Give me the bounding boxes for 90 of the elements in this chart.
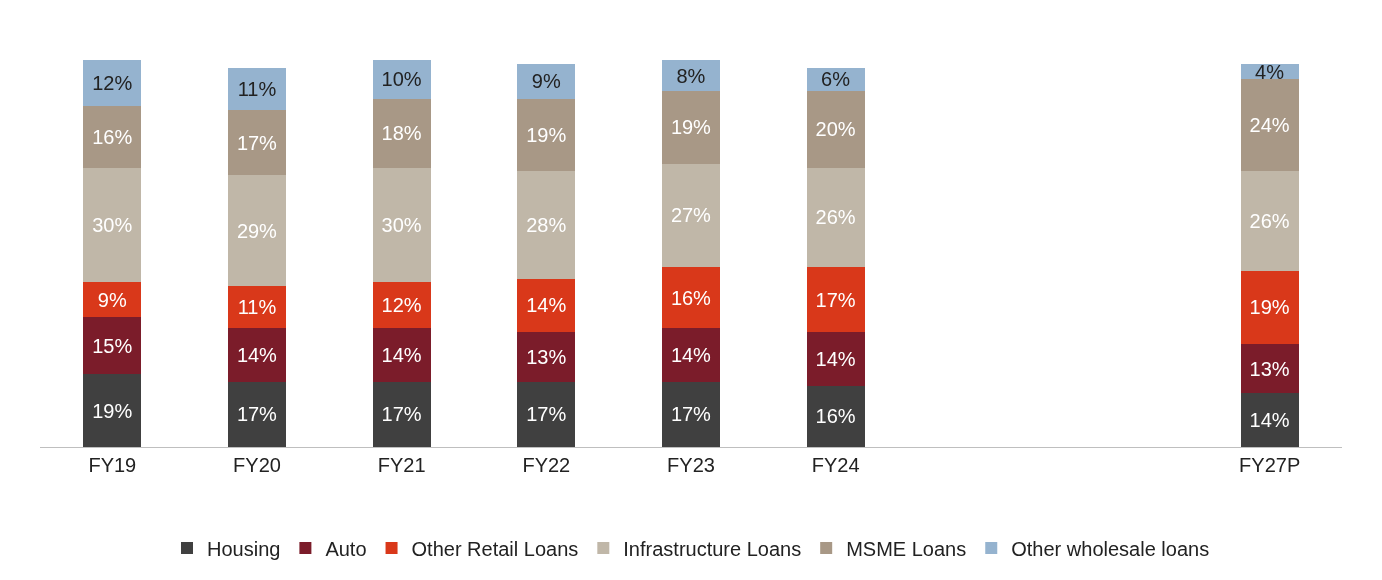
x-tick-label: FY23 bbox=[667, 454, 715, 476]
bar bbox=[83, 60, 142, 107]
data-label: 14% bbox=[526, 294, 567, 317]
bar bbox=[83, 374, 142, 447]
bar bbox=[662, 267, 720, 329]
legend-label: MSME Loans bbox=[846, 537, 967, 560]
data-label: 19% bbox=[92, 399, 133, 422]
bar bbox=[228, 381, 286, 447]
bar bbox=[228, 175, 286, 287]
data-label: 30% bbox=[92, 213, 133, 236]
data-label: 17% bbox=[381, 403, 422, 426]
legend-label: Infrastructure Loans bbox=[623, 537, 802, 560]
bar bbox=[1240, 393, 1299, 447]
bar bbox=[662, 90, 720, 164]
data-label: 15% bbox=[92, 334, 133, 357]
data-label: 14% bbox=[670, 344, 712, 367]
bar bbox=[372, 381, 431, 447]
data-label: 30% bbox=[381, 213, 422, 236]
x-tick-label: FY22 bbox=[522, 454, 571, 476]
bar bbox=[372, 167, 431, 283]
data-label: 9% bbox=[97, 288, 127, 311]
x-tick-label: FY21 bbox=[377, 454, 426, 476]
legend-label: Other wholesale loans bbox=[1011, 537, 1210, 560]
bar bbox=[1240, 171, 1299, 271]
bar bbox=[806, 385, 865, 447]
bar bbox=[517, 381, 576, 447]
data-label: 16% bbox=[815, 405, 856, 428]
bar bbox=[83, 282, 142, 317]
bar bbox=[806, 332, 865, 386]
legend-label: Housing bbox=[207, 537, 281, 560]
bar bbox=[372, 328, 431, 382]
data-label: 17% bbox=[815, 288, 856, 311]
data-label: 17% bbox=[670, 403, 712, 426]
data-label: 14% bbox=[1249, 409, 1290, 432]
bar bbox=[83, 106, 142, 168]
data-label: 20% bbox=[815, 118, 856, 141]
bar bbox=[662, 163, 720, 268]
data-label: 17% bbox=[526, 403, 567, 426]
data-label: 26% bbox=[815, 206, 856, 229]
data-label: 12% bbox=[92, 72, 133, 95]
data-label: 6% bbox=[821, 68, 851, 91]
data-label: 4% bbox=[1255, 60, 1285, 83]
bar bbox=[228, 328, 286, 382]
bar bbox=[517, 278, 576, 333]
data-label: 16% bbox=[92, 125, 133, 148]
data-label: 16% bbox=[670, 286, 712, 309]
data-label: 19% bbox=[526, 124, 567, 146]
bar bbox=[228, 110, 286, 176]
data-label: 13% bbox=[526, 346, 567, 369]
data-label: 14% bbox=[236, 344, 278, 367]
data-label: 14% bbox=[381, 344, 422, 367]
data-label: 18% bbox=[381, 122, 422, 145]
data-label: 17% bbox=[236, 131, 278, 154]
bar bbox=[517, 98, 576, 172]
data-label: 19% bbox=[1249, 296, 1290, 319]
bar bbox=[1240, 79, 1299, 172]
bar bbox=[806, 167, 865, 268]
data-label: 27% bbox=[670, 204, 712, 227]
bar bbox=[372, 98, 431, 168]
x-tick-label: FY27P bbox=[1239, 454, 1301, 476]
bar bbox=[1240, 270, 1299, 344]
bar bbox=[517, 64, 576, 99]
bar bbox=[806, 267, 865, 333]
data-label: 8% bbox=[676, 64, 706, 87]
data-label: 9% bbox=[531, 70, 561, 93]
data-label: 19% bbox=[670, 116, 712, 139]
bar bbox=[83, 316, 142, 375]
bar bbox=[662, 328, 720, 382]
data-label: 29% bbox=[236, 219, 278, 242]
x-tick-label: FY20 bbox=[233, 454, 281, 476]
x-tick-label: FY19 bbox=[88, 454, 137, 476]
data-label: 28% bbox=[526, 213, 567, 236]
bar bbox=[806, 90, 865, 168]
bar bbox=[372, 282, 431, 329]
bar bbox=[517, 171, 576, 279]
data-label: 14% bbox=[815, 347, 856, 370]
data-label: 11% bbox=[237, 78, 277, 101]
bar bbox=[83, 167, 142, 283]
data-label: 17% bbox=[236, 403, 278, 426]
legend-label: Other Retail Loans bbox=[411, 537, 579, 560]
data-label: 10% bbox=[381, 68, 422, 91]
data-label: 13% bbox=[1249, 357, 1290, 380]
x-tick-label: FY24 bbox=[811, 454, 860, 476]
data-label: 26% bbox=[1249, 210, 1290, 233]
bar bbox=[662, 381, 720, 447]
bar bbox=[517, 332, 576, 382]
legend-label: Auto bbox=[325, 537, 367, 560]
data-label: 24% bbox=[1249, 114, 1290, 137]
data-label: 12% bbox=[381, 294, 422, 317]
data-label: 11% bbox=[237, 296, 277, 319]
